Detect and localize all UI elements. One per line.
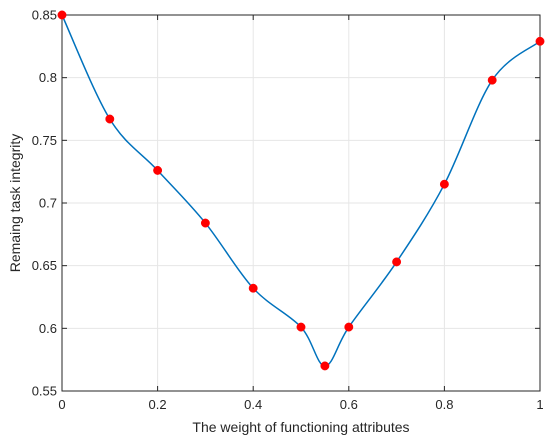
x-tick-label: 0.6 bbox=[340, 397, 358, 412]
data-point-marker bbox=[535, 36, 545, 46]
series-line bbox=[61, 14, 541, 367]
data-point-marker bbox=[153, 165, 163, 175]
y-axis: 0.55 0.6 0.65 0.7 0.75 0.8 0.85 bbox=[32, 8, 540, 399]
grid-layer bbox=[61, 14, 541, 392]
series-markers bbox=[57, 10, 545, 371]
y-tick-label: 0.55 bbox=[32, 384, 57, 399]
y-tick-label: 0.85 bbox=[32, 8, 57, 23]
data-point-marker bbox=[392, 257, 402, 267]
data-point-marker bbox=[320, 361, 330, 371]
y-tick-label: 0.6 bbox=[39, 321, 57, 336]
x-tick-label: 1 bbox=[536, 397, 543, 412]
x-tick-label: 0.8 bbox=[435, 397, 453, 412]
data-point-marker bbox=[200, 218, 210, 228]
y-axis-title: Remaing task integrity bbox=[7, 134, 23, 273]
x-tick-label: 0.2 bbox=[149, 397, 167, 412]
data-point-marker bbox=[487, 75, 497, 85]
x-tick-label: 0 bbox=[58, 397, 65, 412]
data-point-marker bbox=[296, 322, 306, 332]
data-point-marker bbox=[105, 114, 115, 124]
y-tick-label: 0.8 bbox=[39, 70, 57, 85]
data-point-marker bbox=[57, 10, 67, 20]
data-point-marker bbox=[344, 322, 354, 332]
data-point-marker bbox=[248, 283, 258, 293]
y-tick-label: 0.7 bbox=[39, 196, 57, 211]
x-axis-title: The weight of functioning attributes bbox=[192, 419, 409, 435]
x-axis: 0 0.2 0.4 0.6 0.8 1 bbox=[58, 15, 544, 412]
data-point-marker bbox=[439, 179, 449, 189]
y-tick-label: 0.65 bbox=[32, 258, 57, 273]
y-tick-label: 0.75 bbox=[32, 133, 57, 148]
x-tick-label: 0.4 bbox=[244, 397, 262, 412]
